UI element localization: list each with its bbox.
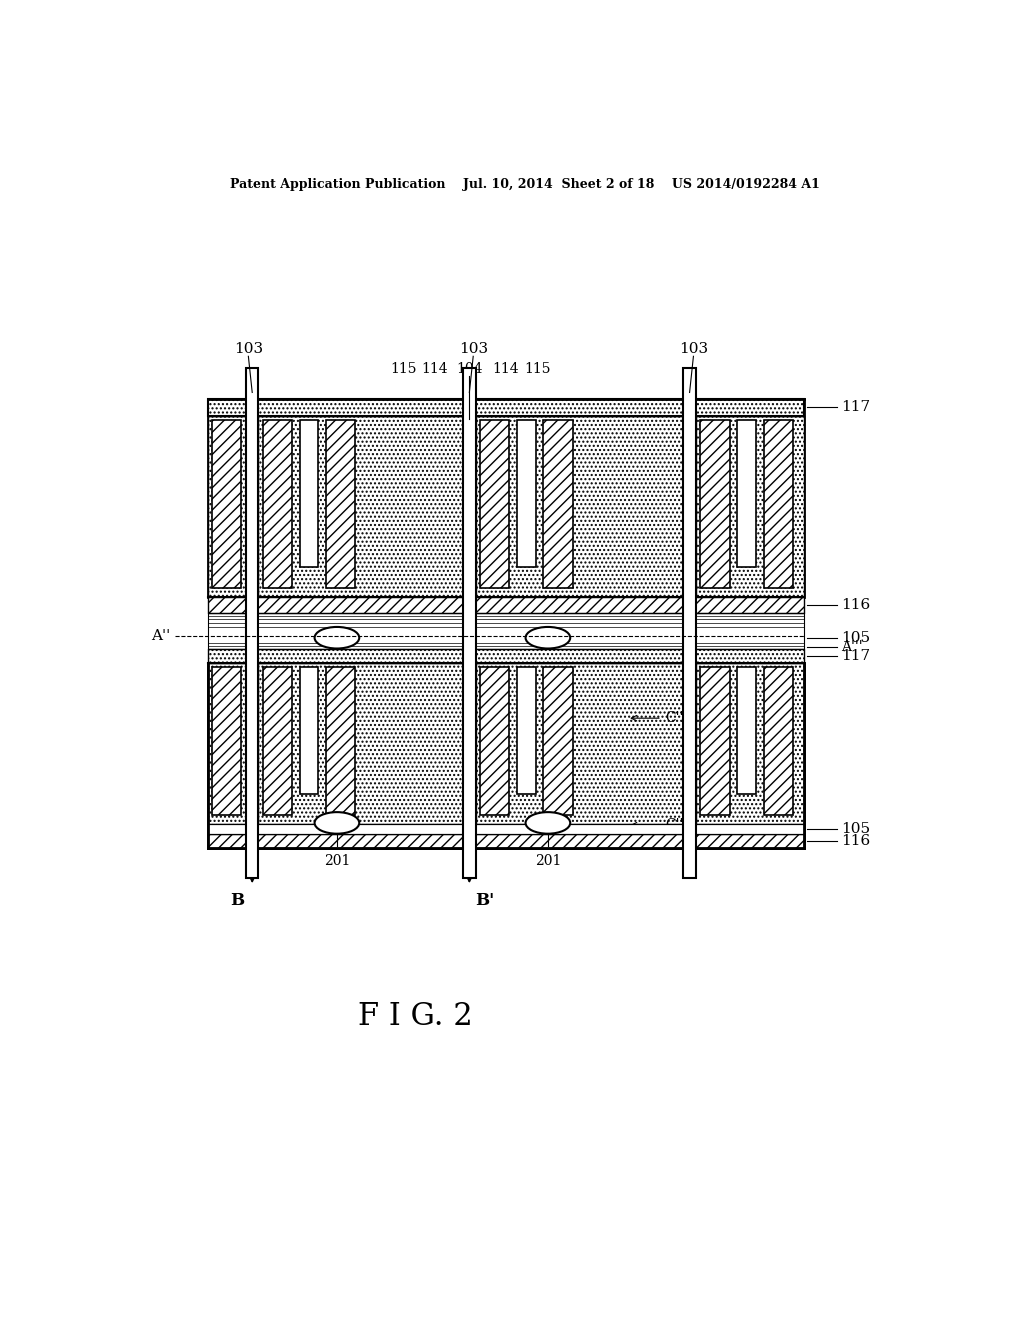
Bar (208, 399, 804, 598)
Text: 115: 115 (524, 363, 550, 376)
Bar (326, 668, 355, 816)
Ellipse shape (525, 627, 570, 648)
Bar (208, 597, 804, 612)
Bar (544, 668, 572, 816)
Text: C''': C''' (666, 818, 688, 832)
Bar (263, 420, 292, 589)
Bar (695, 416, 804, 598)
Text: A''': A''' (842, 640, 863, 653)
Text: 201: 201 (535, 854, 561, 867)
Bar (695, 663, 804, 825)
Text: 103: 103 (233, 342, 263, 355)
Text: 115: 115 (391, 363, 417, 376)
Text: 117: 117 (842, 649, 870, 663)
Bar (246, 368, 258, 878)
Bar (737, 668, 756, 793)
Bar (463, 368, 475, 878)
Bar (208, 649, 804, 663)
Text: 117: 117 (842, 400, 870, 414)
Bar (764, 420, 793, 589)
Text: 201: 201 (324, 854, 350, 867)
Bar (208, 612, 804, 649)
Bar (300, 668, 318, 793)
Bar (544, 420, 572, 589)
Ellipse shape (314, 627, 359, 648)
Text: 104: 104 (456, 363, 482, 376)
Bar (700, 420, 730, 589)
Bar (258, 416, 463, 598)
Bar (208, 399, 804, 416)
Bar (683, 368, 695, 878)
Ellipse shape (525, 812, 570, 834)
Text: 103: 103 (459, 342, 487, 355)
Bar (737, 420, 756, 566)
Bar (480, 668, 509, 816)
Text: 114: 114 (422, 363, 449, 376)
Bar (326, 420, 355, 589)
Bar (475, 416, 683, 598)
Text: B': B' (475, 892, 495, 909)
Bar (517, 668, 536, 793)
Bar (517, 420, 536, 566)
Text: B: B (229, 892, 244, 909)
Bar (258, 663, 463, 825)
Text: 116: 116 (842, 834, 870, 847)
Text: 103: 103 (679, 342, 708, 355)
Bar (212, 668, 242, 816)
Bar (212, 420, 242, 589)
Bar (764, 668, 793, 816)
Ellipse shape (314, 812, 359, 834)
Text: 114: 114 (493, 363, 519, 376)
Text: 116: 116 (842, 598, 870, 612)
Bar (263, 668, 292, 816)
Bar (208, 416, 246, 598)
Bar (208, 663, 246, 825)
Text: F I G. 2: F I G. 2 (358, 1002, 473, 1032)
Text: A'': A'' (152, 630, 171, 643)
Bar (300, 420, 318, 566)
Bar (208, 834, 804, 847)
Bar (208, 825, 804, 834)
Bar (208, 663, 804, 847)
Text: C'': C'' (666, 711, 684, 725)
Text: Patent Application Publication    Jul. 10, 2014  Sheet 2 of 18    US 2014/019228: Patent Application Publication Jul. 10, … (229, 178, 820, 190)
Text: 105: 105 (842, 822, 870, 836)
Bar (480, 420, 509, 589)
Bar (700, 668, 730, 816)
Bar (475, 663, 683, 825)
Text: 105: 105 (842, 631, 870, 644)
